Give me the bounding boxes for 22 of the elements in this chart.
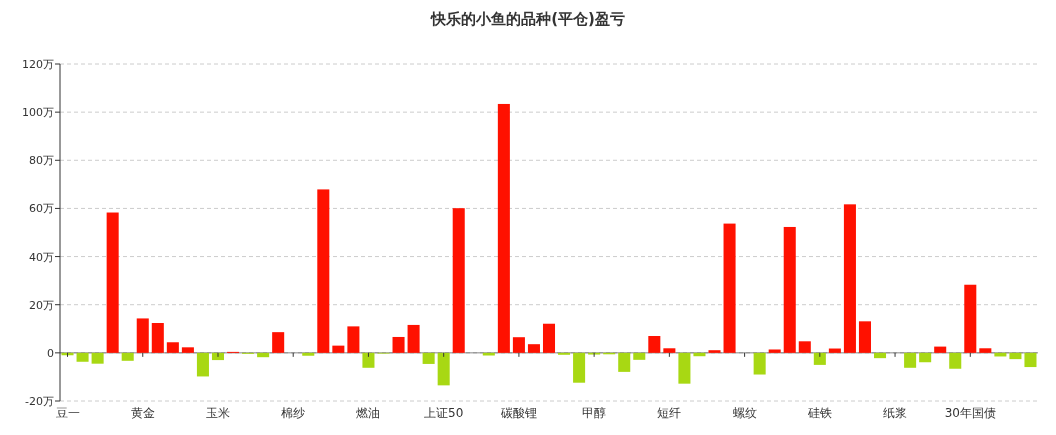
- xtick: 黄金: [130, 406, 155, 420]
- xtick: 碳酸锂: [500, 406, 537, 420]
- ytick: 100万: [22, 106, 54, 120]
- xtick: 短纤: [657, 406, 682, 420]
- ytick: -20万: [25, 395, 54, 408]
- xtick: 棉纱: [281, 406, 306, 420]
- xtick: 玉米: [206, 406, 230, 420]
- ytick: 0: [47, 346, 54, 360]
- xtick: 燃油: [356, 406, 381, 420]
- title: 快乐的小鱼的品种(平仓)盈亏: [431, 10, 625, 28]
- ytick: 40万: [29, 250, 54, 264]
- xtick: 甲醇: [582, 406, 607, 420]
- xtick: 螺纹: [732, 406, 757, 420]
- xtick: 纸浆: [883, 406, 908, 420]
- ytick: 120万: [22, 58, 54, 71]
- ytick: 80万: [29, 154, 54, 168]
- ytick: 20万: [29, 298, 54, 312]
- xtick: 30年国债: [944, 406, 996, 420]
- xtick: 硅铁: [807, 406, 832, 420]
- xtick: 豆一: [55, 406, 80, 420]
- ytick: 60万: [29, 202, 54, 216]
- xtick: 上证50: [424, 406, 464, 420]
